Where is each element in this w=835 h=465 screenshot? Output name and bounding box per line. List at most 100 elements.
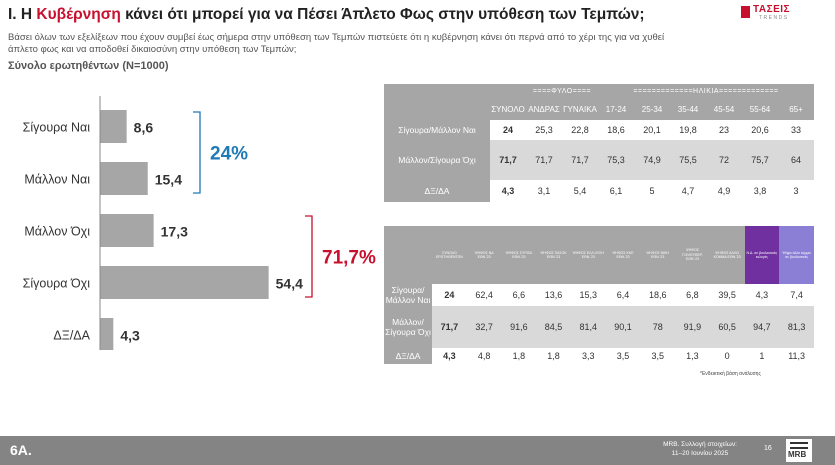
cell-1-4: 74,9 <box>634 140 670 180</box>
page-title: I. Η Κυβέρνηση κάνει ότι μπορεί για να Π… <box>8 6 645 24</box>
value-label-2: 17,3 <box>161 224 188 240</box>
header-corner <box>384 98 490 120</box>
cell-1-10: 81,3 <box>779 306 814 348</box>
row-label-2: ΔΞ/ΔΑ <box>384 348 433 364</box>
column-header-1: ΨΗΦΟΣ ΝΔ ΕΘΝ.'23 <box>466 226 502 284</box>
column-header-9: Ν.Δ. σε βουλευτικές εκλογές <box>744 226 780 284</box>
column-header-2: ΨΗΦΟΣ ΣΥΡΙΖΑ ΕΘΝ.'23 <box>501 226 537 284</box>
value-label-3: 54,4 <box>276 276 303 292</box>
title-prefix: I. Η <box>8 6 37 23</box>
column-header-3: 17-24 <box>598 98 634 120</box>
cell-2-9: 1 <box>759 351 765 361</box>
cell-1-0: 71,7 <box>490 140 526 180</box>
group-total-1: 71,7% <box>322 248 376 269</box>
group-total-0: 24% <box>210 144 248 165</box>
corner-cell <box>384 84 490 98</box>
cell-0-6: 18,6 <box>648 290 667 300</box>
mrb-logo: MRB <box>786 439 812 462</box>
cell-0-4: 15,3 <box>579 290 598 300</box>
cell-2-4: 5 <box>649 186 655 196</box>
cell-2-5: 3,5 <box>616 351 630 361</box>
cell-1-2: 71,7 <box>562 140 598 180</box>
cell-0-0: 24 <box>444 290 455 300</box>
cell-2-7: 3,8 <box>753 186 767 196</box>
cell-1-7: 75,7 <box>742 140 778 180</box>
cell-1-9: 94,7 <box>744 306 780 348</box>
cell-1-8: 60,5 <box>709 306 745 348</box>
group-header-0: ====ΦΥΛΟ==== <box>526 84 598 98</box>
cell-1-4: 81,4 <box>570 306 606 348</box>
cell-0-5: 6,4 <box>616 290 630 300</box>
logo-mark-icon <box>741 6 750 18</box>
cell-2-0: 4,3 <box>501 186 515 196</box>
column-header-8: 65+ <box>778 98 815 120</box>
category-label-0: Σίγουρα Ναι <box>23 121 91 135</box>
cell-2-0: 4,3 <box>443 351 456 361</box>
cell-0-7: 6,8 <box>686 290 699 300</box>
logo-sub: TRENDS <box>759 15 789 21</box>
cell-1-1: 71,7 <box>526 140 562 180</box>
question-text: Βάσει όλων των εξελίξεων που έχουν συμβε… <box>8 32 665 55</box>
mrb-logo-text: MRB <box>788 450 807 459</box>
category-label-4: ΔΞ/ΔΑ <box>53 329 90 343</box>
bar-4 <box>100 318 114 350</box>
category-label-3: Σίγουρα Όχι <box>23 277 91 291</box>
party-vote-table: ΣΥΝΟΛΟ ΕΡΩΤΗΘΕΝΤΩΝ ΨΗΦΟΣ ΝΔ ΕΘΝ.'23 ΨΗΦΟΣ … <box>384 226 814 364</box>
title-highlight: Κυβέρνηση <box>36 6 121 23</box>
column-header-4: ΨΗΦΟΣ ΕΛΛ.ΛΥΣΗ ΕΘΝ.'23 <box>570 226 606 284</box>
cell-1-3: 84,5 <box>536 306 571 348</box>
cell-0-8: 33 <box>791 125 802 135</box>
bar-0 <box>100 110 127 143</box>
cell-2-1: 3,1 <box>537 186 551 196</box>
mrb-logo-icon <box>790 442 808 449</box>
cell-0-1: 25,3 <box>535 125 553 135</box>
column-header-6: ΨΗΦΟΣ ΝΙΚΗ ΕΘΝ.'23 <box>640 226 676 284</box>
cell-0-7: 20,6 <box>751 125 769 135</box>
row-label-0: Σίγουρα/Μάλλον Ναι <box>384 284 433 306</box>
cell-0-2: 22,8 <box>571 125 589 135</box>
cell-1-5: 90,1 <box>605 306 641 348</box>
bar-3 <box>100 266 269 299</box>
cell-2-7: 1,3 <box>686 351 699 361</box>
cell-1-6: 72 <box>706 140 742 180</box>
bar-1 <box>100 162 148 195</box>
cell-0-8: 39,5 <box>718 290 736 300</box>
cell-2-8: 3 <box>793 186 799 196</box>
column-header-0: ΣΥΝΟΛΟ <box>490 98 526 120</box>
cell-2-2: 1,8 <box>512 351 526 361</box>
category-label-2: Μάλλον Όχι <box>24 225 90 239</box>
logo-name: ΤΑΣΕΙΣ <box>753 4 791 15</box>
cell-2-2: 5,4 <box>573 186 587 196</box>
title-rest: κάνει ότι μπορεί για να Πέσει Άπλετο Φως… <box>120 6 645 23</box>
cell-1-7: 91,9 <box>675 306 710 348</box>
row-label-1: Μάλλον/Σίγουρα Όχι <box>384 306 433 348</box>
page-number: 16 <box>764 445 772 452</box>
column-header-8: ΨΗΦΟΣ ΑΛΛΟ ΚΟΜΜΑ ΕΘΝ.'23 <box>709 226 745 284</box>
column-header-6: 45-54 <box>706 98 742 120</box>
cell-0-1: 62,4 <box>475 290 493 300</box>
cell-2-8: 0 <box>724 351 730 361</box>
sample-size: Σύνολο ερωτηθέντων (N=1000) <box>8 60 169 72</box>
source-note: MRB. Συλλογή στοιχείων: 11–20 Ιουνίου 202… <box>640 440 760 458</box>
cell-2-6: 4,9 <box>717 186 731 196</box>
cell-0-4: 20,1 <box>643 125 661 135</box>
cell-1-2: 91,6 <box>501 306 537 348</box>
row-label-1: Μάλλον/Σίγουρα Όχι <box>384 140 490 180</box>
bar-2 <box>100 214 154 247</box>
value-label-0: 8,6 <box>134 120 154 136</box>
value-label-4: 4,3 <box>120 328 140 344</box>
cell-1-6: 78 <box>640 306 676 348</box>
table-note: *Ενδεικτική βάση ανάλυσης <box>700 371 761 377</box>
cell-0-3: 13,6 <box>544 290 563 300</box>
cell-0-2: 6,6 <box>512 290 526 300</box>
column-header-7: 55-64 <box>742 98 778 120</box>
column-header-4: 25-34 <box>634 98 670 120</box>
row-label-0: Σίγουρα/Μάλλον Ναι <box>384 120 490 140</box>
column-header-7: ΨΗΦΟΣ Π.ΕΛΕΥΘΕΡ. ΕΘΝ.'23 <box>675 226 710 284</box>
slide-code: 6A. <box>10 442 32 458</box>
cell-1-5: 75,5 <box>670 140 706 180</box>
cell-0-10: 7,4 <box>790 290 803 300</box>
group-header-1: =============ΗΛΙΚΙΑ============= <box>598 84 815 98</box>
column-header-2: ΓΥΝΑΙΚΑ <box>562 98 598 120</box>
cell-0-9: 4,3 <box>755 290 769 300</box>
